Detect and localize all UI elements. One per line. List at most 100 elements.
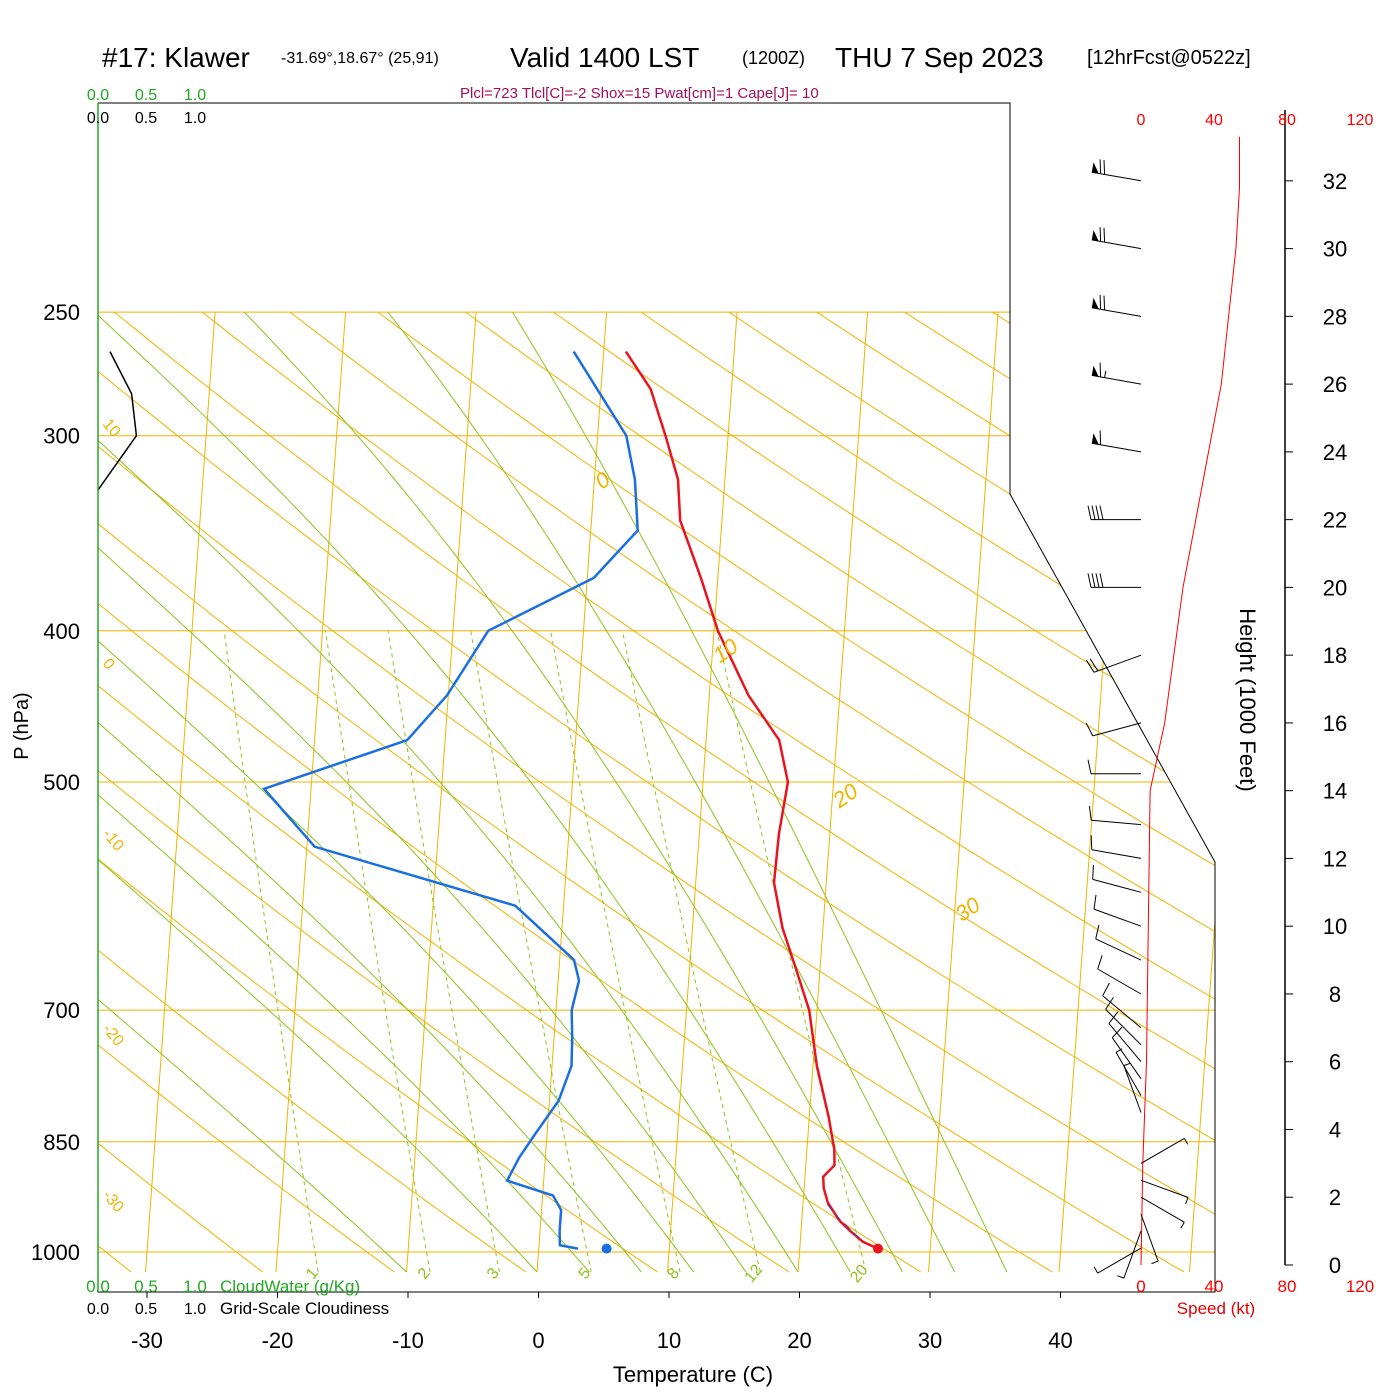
mixing-ratio-line [622,630,761,1273]
dry-adiabat-label: -30 [99,1187,127,1216]
wind-barb-full [1087,759,1092,774]
dry-adiabat-label: 10 [99,416,124,441]
height-tick-label: 26 [1323,372,1347,397]
wind-barb-full [1085,722,1094,737]
x-tick-label: 40 [1048,1328,1072,1353]
pressure-tick-label: 250 [43,300,80,325]
wind-barb-staff [1091,849,1142,859]
cloud-water-top-label: 0.0 [87,87,109,104]
pressure-tick-label: 400 [43,619,80,644]
wind-barb [1092,865,1142,893]
station-coords: -31.69°,18.67° (25,91) [281,50,439,67]
cloudiness-bottom-label: 0.5 [135,1301,157,1318]
moist-adiabat-line [98,311,695,1273]
cloudiness-top-label: 0.5 [135,110,157,127]
wind-barb [1085,654,1142,673]
pressure-tick-label: 500 [43,770,80,795]
wind-barb-full [1099,505,1104,520]
dry-adiabat-line [98,311,658,1273]
dry-adiabat-line [98,311,395,1273]
wind-barb-staff [1092,878,1142,893]
wind-barb [1102,982,1142,1029]
wind-barb-full [1099,159,1102,174]
pressure-tick-label: 1000 [31,1240,80,1265]
wind-barb-full [1105,997,1114,1010]
dry-adiabat-line [377,311,1215,1273]
mixing-ratio-line [550,630,681,1273]
speed-top-tick-label: 120 [1347,112,1374,129]
wind-barb-full [1099,430,1102,445]
x-tick-label: 20 [787,1328,811,1353]
moist-adiabat-line [98,311,747,1273]
cloudiness-title: Grid-Scale Cloudiness [220,1299,389,1318]
wind-barb-staff [1111,1037,1142,1079]
dry-adiabat-line [98,311,263,1273]
wind-barb-staff [1140,1179,1189,1198]
speed-top-tick-label: 0 [1137,112,1146,129]
height-axis-title: Height (1000 Feet) [1235,608,1260,791]
wind-barb-full [1099,362,1102,378]
wind-barb [1088,805,1142,826]
wind-barb-full [1099,227,1102,242]
wind-barb-full [1099,294,1102,310]
cloudiness-top-label: 0.0 [87,110,109,127]
dewpoint-line [261,350,639,1250]
wind-barb-flag [1091,365,1099,377]
dry-adiabat-line [816,311,1215,1273]
surface-temperature-marker [873,1243,883,1254]
wind-barb-staff [1115,1052,1142,1096]
wind-barb-staff [1091,442,1142,453]
height-tick-label: 14 [1323,779,1347,804]
wind-barb-staff [1095,938,1142,961]
mixing-ratio-line [223,630,319,1273]
height-tick-label: 30 [1323,237,1347,262]
wind-barb-full [1088,805,1092,821]
cloud-water-bottom-label: 0.5 [134,1277,158,1296]
wind-barb-staff [1093,654,1142,673]
wind-barb-full [1087,573,1092,588]
speed-top-tick-label: 80 [1278,112,1296,129]
cloud-water-top-label: 1.0 [184,87,206,104]
wind-barb-staff [1091,819,1142,826]
height-tick-label: 2 [1329,1185,1341,1210]
wind-barb [1087,759,1141,775]
speed-top-tick-label: 40 [1205,112,1223,129]
isotherm-label: 20 [827,778,863,814]
wind-barb-staff [1123,1065,1142,1113]
height-tick-label: 32 [1323,169,1347,194]
valid-date: THU 7 Sep 2023 [835,42,1044,73]
wind-barb-full [1087,505,1092,520]
mixing-ratio-line [324,630,431,1273]
wind-barb-staff [1123,1230,1142,1279]
wind-barb-full [1103,160,1106,175]
cloudiness-bottom-label: 1.0 [184,1301,206,1318]
wind-barb-full [1111,1026,1123,1039]
wind-barb-half [1123,1062,1131,1067]
height-tick-label: 6 [1329,1050,1341,1075]
mixing-ratio-line [716,630,867,1273]
wind-barb-staff [1091,374,1142,385]
moist-adiabat-line [98,311,407,1273]
wind-barb-full [1103,295,1106,310]
wind-barb-staff [1097,968,1142,995]
wind-barb [1095,924,1142,961]
speed-bottom-tick-label: 120 [1346,1277,1374,1296]
wind-barb-flag [1091,433,1099,445]
height-tick-label: 16 [1323,711,1347,736]
surface-dewpoint-marker [601,1243,612,1254]
isotherm-line [928,312,999,1273]
height-tick-label: 10 [1323,914,1347,939]
x-tick-label: 30 [918,1328,942,1353]
mixing-ratio-line [470,630,592,1273]
isotherm-line [275,312,347,1273]
wind-barb-staff [1091,307,1142,317]
wind-barb [1140,1179,1189,1205]
wind-barb [1105,997,1142,1046]
wind-barb-staff [1140,1137,1185,1164]
parcel-line [825,1202,860,1239]
mixing-ratio-label: 12 [742,1261,767,1286]
wind-barb [1115,1048,1142,1096]
speed-axis-title: Speed (kt) [1177,1299,1255,1318]
mixing-ratio-line [387,630,500,1273]
wind-panel: 0246810121416182022242628303200404080801… [1085,110,1374,1296]
